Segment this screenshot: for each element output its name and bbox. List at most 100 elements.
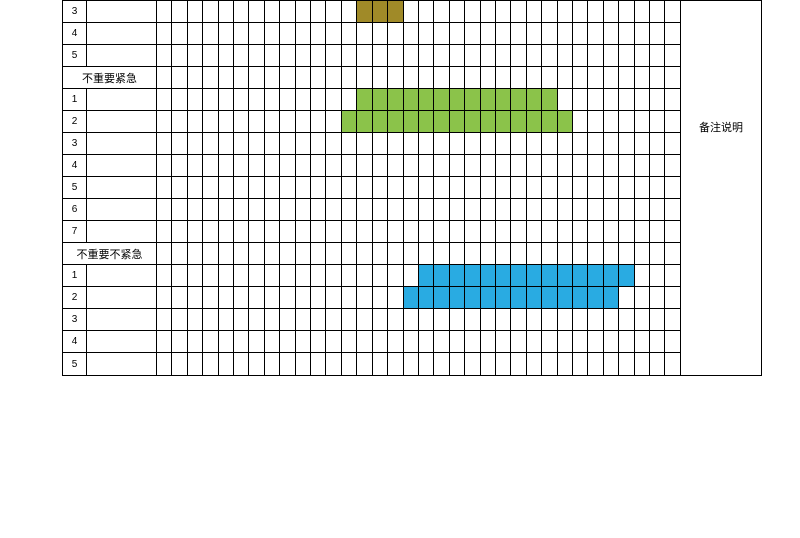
grid-cell[interactable] (326, 199, 341, 220)
grid-cell[interactable] (234, 221, 249, 242)
grid-cell[interactable] (481, 67, 496, 88)
row-label[interactable] (87, 221, 157, 242)
grid-cell[interactable] (172, 155, 187, 176)
grid-cell[interactable] (326, 221, 341, 242)
grid-cell[interactable] (465, 45, 480, 66)
grid-cell[interactable] (219, 199, 234, 220)
grid-cell[interactable] (265, 243, 280, 264)
grid-cell[interactable] (573, 353, 588, 375)
grid-cell[interactable] (296, 1, 311, 22)
grid-cell[interactable] (481, 199, 496, 220)
grid-cell[interactable] (326, 265, 341, 286)
grid-cell[interactable] (419, 177, 434, 198)
grid-cell[interactable] (558, 67, 573, 88)
row-label[interactable] (87, 287, 157, 308)
grid-cell[interactable] (558, 23, 573, 44)
grid-cell[interactable] (203, 331, 218, 352)
grid-cell[interactable] (234, 133, 249, 154)
grid-cell[interactable] (481, 155, 496, 176)
grid-cell[interactable] (388, 133, 403, 154)
grid-cell[interactable] (434, 89, 449, 110)
grid-cell[interactable] (172, 45, 187, 66)
grid-cell[interactable] (172, 133, 187, 154)
grid-cell[interactable] (203, 199, 218, 220)
grid-cell[interactable] (280, 133, 295, 154)
grid-cell[interactable] (496, 331, 511, 352)
grid-cell[interactable] (434, 67, 449, 88)
grid-cell[interactable] (357, 309, 372, 330)
grid-cell[interactable] (511, 89, 526, 110)
grid-cell[interactable] (296, 155, 311, 176)
grid-cell[interactable] (496, 67, 511, 88)
grid-cell[interactable] (450, 23, 465, 44)
grid-cell[interactable] (311, 353, 326, 375)
grid-cell[interactable] (665, 287, 679, 308)
grid-cell[interactable] (219, 89, 234, 110)
grid-cell[interactable] (588, 177, 603, 198)
grid-cell[interactable] (280, 309, 295, 330)
grid-cell[interactable] (265, 133, 280, 154)
grid-cell[interactable] (527, 111, 542, 132)
grid-cell[interactable] (619, 155, 634, 176)
grid-cell[interactable] (419, 89, 434, 110)
row-label[interactable] (87, 353, 157, 375)
grid-cell[interactable] (172, 1, 187, 22)
grid-cell[interactable] (511, 155, 526, 176)
grid-cell[interactable] (188, 243, 203, 264)
grid-cell[interactable] (311, 133, 326, 154)
grid-cell[interactable] (573, 45, 588, 66)
grid-cell[interactable] (249, 45, 264, 66)
grid-cell[interactable] (481, 1, 496, 22)
grid-cell[interactable] (419, 23, 434, 44)
grid-cell[interactable] (434, 331, 449, 352)
grid-cell[interactable] (388, 67, 403, 88)
grid-cell[interactable] (573, 89, 588, 110)
grid-cell[interactable] (280, 89, 295, 110)
grid-cell[interactable] (249, 23, 264, 44)
grid-cell[interactable] (665, 133, 679, 154)
grid-cell[interactable] (650, 133, 665, 154)
grid-cell[interactable] (388, 1, 403, 22)
grid-cell[interactable] (619, 287, 634, 308)
grid-cell[interactable] (388, 265, 403, 286)
grid-cell[interactable] (172, 331, 187, 352)
grid-cell[interactable] (665, 89, 679, 110)
grid-cell[interactable] (558, 89, 573, 110)
grid-cell[interactable] (203, 243, 218, 264)
grid-cell[interactable] (465, 287, 480, 308)
row-label[interactable] (87, 199, 157, 220)
row-label[interactable] (87, 1, 157, 22)
grid-cell[interactable] (157, 67, 172, 88)
grid-cell[interactable] (296, 243, 311, 264)
grid-cell[interactable] (265, 287, 280, 308)
grid-cell[interactable] (203, 177, 218, 198)
grid-cell[interactable] (342, 309, 357, 330)
grid-cell[interactable] (172, 287, 187, 308)
grid-cell[interactable] (527, 1, 542, 22)
grid-cell[interactable] (373, 243, 388, 264)
grid-cell[interactable] (249, 287, 264, 308)
grid-cell[interactable] (450, 353, 465, 375)
row-label[interactable] (87, 177, 157, 198)
grid-cell[interactable] (188, 199, 203, 220)
grid-cell[interactable] (450, 1, 465, 22)
grid-cell[interactable] (619, 265, 634, 286)
grid-cell[interactable] (511, 177, 526, 198)
grid-cell[interactable] (280, 177, 295, 198)
grid-cell[interactable] (172, 309, 187, 330)
grid-cell[interactable] (157, 331, 172, 352)
grid-cell[interactable] (665, 177, 679, 198)
grid-cell[interactable] (265, 67, 280, 88)
grid-cell[interactable] (265, 353, 280, 375)
grid-cell[interactable] (188, 331, 203, 352)
grid-cell[interactable] (157, 199, 172, 220)
grid-cell[interactable] (388, 89, 403, 110)
grid-cell[interactable] (234, 243, 249, 264)
grid-cell[interactable] (542, 67, 557, 88)
grid-cell[interactable] (172, 199, 187, 220)
grid-cell[interactable] (388, 287, 403, 308)
grid-cell[interactable] (357, 89, 372, 110)
grid-cell[interactable] (573, 177, 588, 198)
grid-cell[interactable] (450, 111, 465, 132)
grid-cell[interactable] (635, 155, 650, 176)
